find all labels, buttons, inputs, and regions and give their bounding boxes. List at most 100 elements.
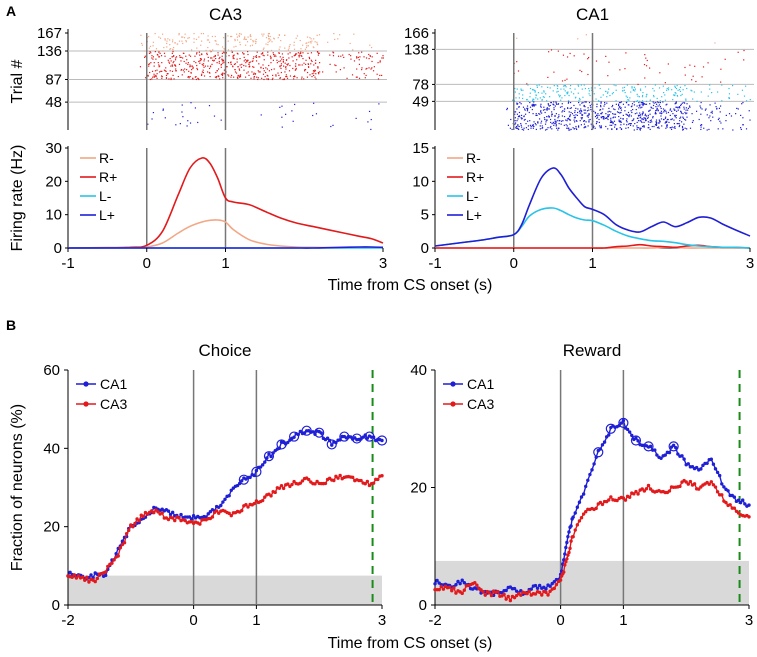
raster-spike bbox=[564, 94, 566, 97]
raster-spike bbox=[645, 96, 647, 98]
raster-spike bbox=[624, 110, 626, 112]
raster-spike bbox=[377, 78, 380, 80]
raster-spike bbox=[533, 99, 535, 101]
raster-spike bbox=[268, 40, 271, 42]
rate-ytick-label: 20 bbox=[45, 173, 62, 190]
raster-spike bbox=[164, 117, 166, 119]
fraction-point bbox=[642, 489, 647, 493]
raster-spike bbox=[287, 64, 289, 66]
fraction-point bbox=[127, 528, 131, 533]
fraction-point bbox=[502, 592, 506, 597]
raster-spike bbox=[257, 70, 259, 72]
raster-spike bbox=[631, 103, 634, 105]
fraction-point bbox=[607, 433, 611, 437]
rate-legend-label: L- bbox=[99, 188, 112, 204]
raster-spike bbox=[561, 106, 563, 108]
fraction-point bbox=[258, 465, 263, 469]
raster-spike bbox=[663, 111, 665, 113]
raster-spike bbox=[274, 54, 276, 56]
raster-spike bbox=[548, 51, 550, 53]
raster-spike bbox=[562, 110, 564, 112]
raster-spike bbox=[520, 89, 522, 91]
raster-spike bbox=[164, 38, 166, 40]
raster-spike bbox=[558, 127, 560, 129]
raster-spike bbox=[742, 117, 744, 119]
raster-spike bbox=[608, 61, 610, 63]
rate-series-L+ bbox=[68, 246, 384, 249]
raster-spike bbox=[671, 110, 673, 112]
significance-marker bbox=[668, 441, 679, 452]
raster-spike bbox=[210, 57, 212, 59]
fraction-point bbox=[546, 593, 550, 597]
fraction-point bbox=[298, 429, 303, 434]
raster-spike bbox=[568, 101, 570, 103]
raster-spike bbox=[598, 114, 600, 117]
raster-spike bbox=[711, 92, 713, 94]
fraction-point bbox=[103, 573, 108, 578]
raster-spike bbox=[217, 68, 220, 70]
raster-spike bbox=[144, 55, 146, 57]
raster-spike bbox=[637, 117, 639, 119]
raster-spike bbox=[589, 118, 591, 121]
raster-spike bbox=[175, 70, 177, 72]
raster-spike bbox=[356, 68, 358, 70]
fraction-point bbox=[711, 462, 716, 466]
raster-spike bbox=[517, 128, 519, 130]
raster-spike bbox=[164, 70, 166, 72]
raster-spike bbox=[211, 63, 213, 65]
raster-spike bbox=[163, 69, 166, 71]
fraction-point bbox=[697, 487, 701, 491]
fraction-legend-label: CA1 bbox=[100, 376, 127, 392]
raster-spike bbox=[207, 60, 209, 62]
raster-spike bbox=[660, 115, 662, 117]
raster-spike bbox=[170, 77, 172, 79]
raster-spike bbox=[607, 115, 609, 117]
raster-spike bbox=[673, 109, 676, 111]
raster-spike bbox=[238, 34, 240, 36]
fraction-point bbox=[577, 500, 582, 504]
raster-spike bbox=[353, 33, 355, 35]
raster-spike bbox=[188, 54, 190, 56]
raster-spike bbox=[252, 66, 254, 68]
fraction-point bbox=[563, 563, 567, 567]
raster-spike bbox=[156, 69, 158, 71]
raster-spike bbox=[185, 62, 187, 64]
raster-spike bbox=[203, 58, 206, 60]
raster-spike bbox=[581, 88, 583, 90]
raster-spike bbox=[194, 55, 196, 57]
raster-spike bbox=[605, 113, 607, 115]
raster-spike bbox=[322, 71, 324, 73]
raster-spike bbox=[160, 70, 162, 72]
raster-spike bbox=[530, 127, 532, 129]
raster-spike bbox=[149, 78, 151, 81]
raster-spike bbox=[189, 55, 192, 57]
fraction-point bbox=[252, 501, 257, 506]
raster-spike bbox=[236, 33, 238, 35]
raster-spike bbox=[647, 116, 649, 118]
raster-spike bbox=[149, 45, 152, 47]
raster-spike bbox=[555, 113, 557, 115]
raster-spike bbox=[234, 69, 236, 71]
raster-spike bbox=[745, 100, 748, 102]
raster-spike bbox=[195, 75, 197, 78]
raster-spike bbox=[248, 62, 250, 64]
raster-spike bbox=[170, 65, 172, 67]
raster-spike bbox=[289, 44, 291, 46]
raster-spike bbox=[148, 47, 150, 49]
raster-spike bbox=[153, 76, 155, 78]
fraction-point bbox=[452, 586, 456, 590]
raster-spike bbox=[620, 107, 622, 109]
fraction-point bbox=[527, 589, 531, 593]
raster-spike bbox=[317, 66, 319, 68]
raster-spike bbox=[275, 55, 277, 57]
fraction-point bbox=[254, 468, 259, 473]
raster-spike bbox=[652, 104, 655, 107]
raster-spike bbox=[217, 54, 219, 56]
fraction-point bbox=[717, 473, 722, 478]
raster-spike bbox=[667, 89, 670, 91]
raster-spike bbox=[573, 119, 575, 121]
raster-spike bbox=[510, 118, 512, 121]
raster-spike bbox=[604, 103, 606, 105]
raster-spike bbox=[267, 35, 270, 38]
raster-spike bbox=[219, 56, 221, 59]
